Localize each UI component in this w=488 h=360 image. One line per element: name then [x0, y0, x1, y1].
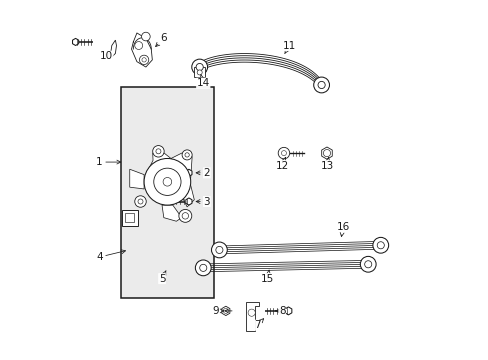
- Circle shape: [376, 242, 384, 249]
- Circle shape: [317, 81, 325, 89]
- Text: 6: 6: [155, 33, 167, 46]
- Text: 2: 2: [196, 168, 210, 178]
- Polygon shape: [129, 169, 144, 189]
- Text: 11: 11: [282, 41, 295, 54]
- Circle shape: [163, 177, 171, 186]
- Circle shape: [281, 150, 286, 156]
- Circle shape: [182, 213, 188, 219]
- Circle shape: [372, 237, 388, 253]
- Circle shape: [247, 309, 255, 316]
- Text: 3: 3: [196, 197, 210, 207]
- Polygon shape: [144, 153, 190, 178]
- Circle shape: [184, 153, 189, 157]
- Circle shape: [323, 149, 330, 157]
- Text: 15: 15: [261, 270, 274, 284]
- Circle shape: [144, 158, 190, 205]
- Text: 16: 16: [336, 222, 349, 237]
- Circle shape: [142, 32, 150, 41]
- Circle shape: [139, 55, 148, 64]
- Text: 13: 13: [320, 157, 333, 171]
- Polygon shape: [171, 153, 192, 178]
- Text: 7: 7: [253, 319, 263, 330]
- Circle shape: [135, 196, 146, 207]
- Circle shape: [182, 150, 192, 160]
- Text: 8: 8: [275, 306, 285, 316]
- Text: 9: 9: [212, 306, 224, 316]
- Circle shape: [156, 149, 161, 154]
- Text: 4: 4: [96, 250, 125, 262]
- Text: 10: 10: [100, 51, 113, 61]
- FancyBboxPatch shape: [125, 213, 134, 222]
- Circle shape: [135, 41, 142, 49]
- Circle shape: [191, 59, 207, 75]
- Circle shape: [153, 168, 181, 195]
- Circle shape: [179, 210, 191, 222]
- Circle shape: [215, 246, 223, 253]
- Circle shape: [197, 70, 202, 75]
- Polygon shape: [162, 205, 182, 221]
- Circle shape: [142, 58, 146, 62]
- Circle shape: [211, 242, 227, 258]
- Circle shape: [138, 199, 142, 204]
- Circle shape: [199, 264, 206, 271]
- Text: 12: 12: [275, 157, 288, 171]
- Circle shape: [152, 145, 164, 157]
- Text: 1: 1: [96, 157, 121, 167]
- FancyBboxPatch shape: [194, 67, 205, 77]
- Polygon shape: [246, 302, 258, 330]
- Circle shape: [195, 260, 211, 276]
- Circle shape: [196, 63, 203, 71]
- Circle shape: [278, 147, 289, 159]
- FancyBboxPatch shape: [121, 87, 214, 298]
- Circle shape: [360, 256, 375, 272]
- Circle shape: [364, 261, 371, 268]
- Polygon shape: [182, 185, 194, 207]
- Text: 5: 5: [159, 271, 166, 284]
- Circle shape: [313, 77, 329, 93]
- Text: 14: 14: [196, 75, 209, 88]
- Polygon shape: [110, 40, 116, 57]
- Circle shape: [223, 309, 228, 314]
- FancyBboxPatch shape: [122, 210, 137, 226]
